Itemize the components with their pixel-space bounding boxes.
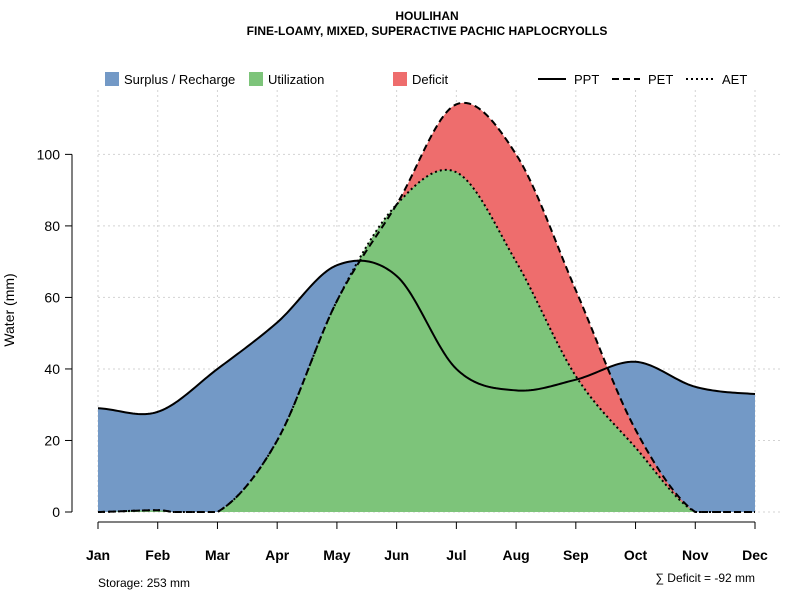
- series-line-aet: [97, 168, 755, 513]
- chart-title: HOULIHAN: [395, 9, 458, 23]
- x-tick-label: May: [323, 547, 350, 563]
- series-lines: [97, 101, 756, 513]
- x-tick-label: Jul: [446, 547, 466, 563]
- y-axis-label: Water (mm): [1, 273, 17, 346]
- legend-label-aet: AET: [722, 72, 747, 87]
- x-axis-ticks: Jan Feb Mar Apr May Jun Jul Aug Sep Oct Nov Dec: [86, 522, 768, 563]
- surplus-area: [98, 260, 755, 512]
- legend: Surplus / Recharge Utilization Deficit PPT P…: [105, 72, 747, 87]
- x-tick-label: Feb: [145, 547, 170, 563]
- legend-swatch-2: [393, 72, 407, 86]
- area-fills: [98, 102, 755, 512]
- legend-label-0: Surplus / Recharge: [124, 72, 235, 87]
- x-tick-label: Oct: [624, 547, 648, 563]
- x-tick-label: Apr: [265, 547, 290, 563]
- axes: [71, 154, 755, 523]
- y-tick-label: 20: [44, 432, 60, 448]
- x-tick-label: Jan: [86, 547, 110, 563]
- legend-label-ppt: PPT: [574, 72, 599, 87]
- chart-subtitle: FINE-LOAMY, MIXED, SUPERACTIVE PACHIC HA…: [247, 24, 608, 38]
- y-tick-label: 100: [37, 146, 61, 162]
- legend-label-1: Utilization: [268, 72, 324, 87]
- utilization-area: [98, 169, 755, 512]
- x-tick-label: Aug: [502, 547, 529, 563]
- storage-label: Storage: 253 mm: [98, 576, 190, 590]
- legend-swatch-0: [105, 72, 119, 86]
- x-tick-label: Nov: [682, 547, 709, 563]
- y-tick-label: 40: [44, 361, 60, 377]
- x-tick-label: Dec: [742, 547, 768, 563]
- legend-label-pet: PET: [648, 72, 673, 87]
- series-line-ppt: [97, 259, 756, 416]
- deficit-label: ∑ Deficit = -92 mm: [655, 571, 755, 585]
- series-line-pet: [97, 101, 755, 513]
- legend-label-2: Deficit: [412, 72, 449, 87]
- x-tick-label: Sep: [563, 547, 589, 563]
- y-axis-ticks: 0 20 40 60 80 100: [37, 146, 72, 520]
- x-tick-label: Jun: [384, 547, 409, 563]
- y-tick-label: 80: [44, 218, 60, 234]
- y-tick-label: 60: [44, 289, 60, 305]
- legend-swatch-1: [249, 72, 263, 86]
- y-tick-label: 0: [52, 504, 60, 520]
- x-tick-label: Mar: [205, 547, 230, 563]
